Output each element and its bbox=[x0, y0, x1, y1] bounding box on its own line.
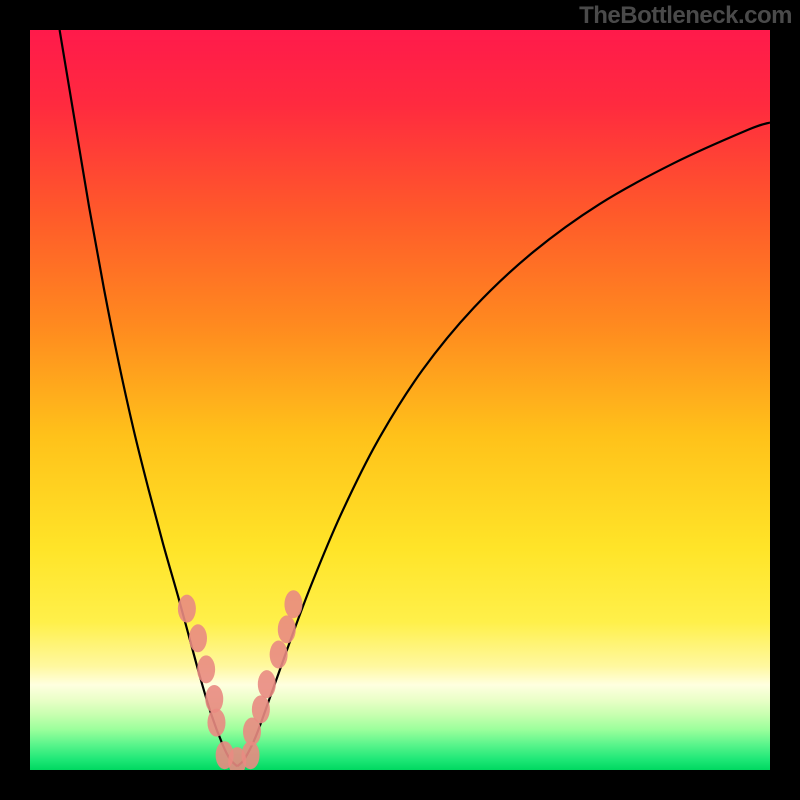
data-marker bbox=[197, 655, 215, 683]
data-marker bbox=[258, 670, 276, 698]
data-marker bbox=[284, 590, 302, 618]
chart-svg bbox=[0, 0, 800, 800]
data-marker bbox=[278, 615, 296, 643]
data-marker bbox=[252, 695, 270, 723]
data-marker bbox=[189, 624, 207, 652]
data-marker bbox=[205, 685, 223, 713]
chart-root: TheBottleneck.com bbox=[0, 0, 800, 800]
gradient-background bbox=[30, 30, 770, 770]
data-marker bbox=[242, 741, 260, 769]
data-marker bbox=[270, 641, 288, 669]
data-marker bbox=[178, 595, 196, 623]
data-marker bbox=[207, 709, 225, 737]
outer-frame bbox=[0, 0, 800, 800]
